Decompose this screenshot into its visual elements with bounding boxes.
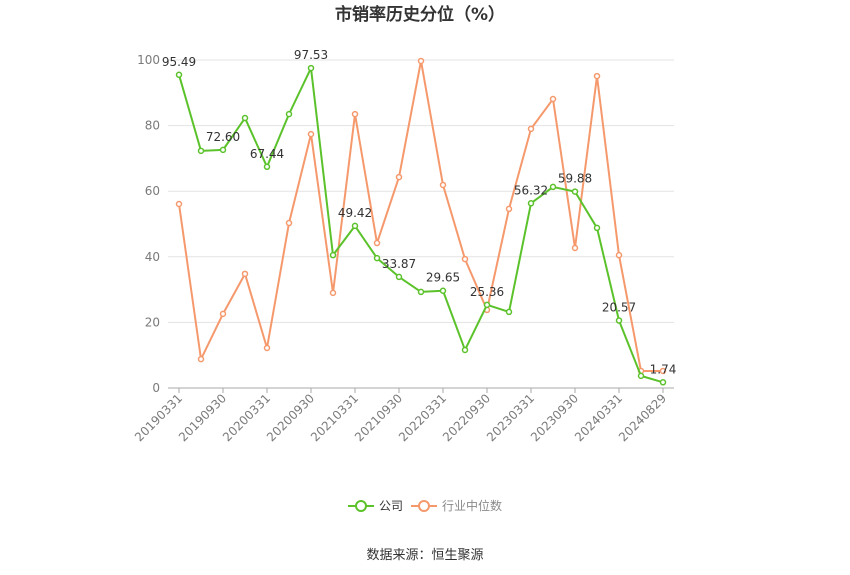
series-layer bbox=[175, 57, 667, 386]
data-point[interactable] bbox=[659, 367, 667, 375]
y-tick-label: 100 bbox=[137, 53, 160, 67]
grid-lines bbox=[168, 59, 674, 323]
data-point[interactable] bbox=[659, 379, 667, 386]
y-tick-label: 0 bbox=[152, 381, 160, 395]
data-point[interactable] bbox=[637, 372, 645, 380]
data-label: 29.65 bbox=[426, 271, 460, 285]
data-label: 67.44 bbox=[250, 147, 284, 161]
x-tick-label: 20240829 bbox=[616, 391, 669, 444]
data-point[interactable] bbox=[263, 344, 271, 352]
data-point[interactable] bbox=[175, 71, 183, 79]
data-label: 33.87 bbox=[382, 257, 416, 271]
data-point[interactable] bbox=[461, 255, 469, 263]
x-axis: 2019033120190930202003312020093020210331… bbox=[132, 387, 674, 444]
data-label: 59.88 bbox=[558, 172, 592, 186]
data-point[interactable] bbox=[351, 222, 359, 230]
data-point[interactable] bbox=[373, 239, 381, 247]
data-point[interactable] bbox=[241, 114, 249, 122]
data-point[interactable] bbox=[439, 287, 447, 294]
data-point[interactable] bbox=[615, 251, 623, 259]
data-point[interactable] bbox=[329, 251, 337, 259]
legend-industry-median-label: 行业中位数 bbox=[442, 498, 502, 513]
data-point[interactable] bbox=[417, 288, 425, 296]
data-label: 25.36 bbox=[470, 285, 504, 299]
data-label: 49.42 bbox=[338, 206, 372, 220]
data-point[interactable] bbox=[329, 289, 337, 297]
y-tick-label: 80 bbox=[145, 119, 160, 133]
data-point[interactable] bbox=[505, 205, 513, 213]
data-point[interactable] bbox=[571, 244, 579, 252]
legend-company-marker-icon bbox=[355, 500, 367, 512]
legend-item-company[interactable]: 公司 bbox=[348, 499, 403, 513]
data-point[interactable] bbox=[175, 200, 183, 208]
data-label: 20.57 bbox=[602, 301, 636, 315]
data-point[interactable] bbox=[351, 110, 359, 118]
legend: 公司 行业中位数 bbox=[348, 498, 502, 513]
data-point[interactable] bbox=[593, 224, 601, 232]
data-label: 72.60 bbox=[206, 130, 240, 144]
data-label: 56.32 bbox=[514, 183, 548, 197]
data-point[interactable] bbox=[219, 310, 227, 318]
data-point[interactable] bbox=[197, 147, 205, 155]
data-point[interactable] bbox=[417, 57, 425, 65]
y-tick-label: 40 bbox=[145, 250, 160, 264]
series-line bbox=[178, 67, 664, 384]
y-tick-label: 20 bbox=[145, 315, 160, 329]
data-point[interactable] bbox=[549, 95, 557, 103]
data-point[interactable] bbox=[395, 173, 403, 181]
data-point[interactable] bbox=[395, 273, 403, 281]
data-point[interactable] bbox=[307, 130, 315, 138]
y-tick-label: 60 bbox=[145, 184, 160, 198]
data-point[interactable] bbox=[615, 317, 623, 324]
data-point[interactable] bbox=[307, 64, 315, 72]
data-point[interactable] bbox=[197, 355, 205, 363]
data-label: 97.53 bbox=[294, 48, 328, 62]
data-point[interactable] bbox=[571, 188, 579, 195]
legend-company-label: 公司 bbox=[379, 499, 403, 513]
data-point[interactable] bbox=[593, 72, 601, 80]
data-point[interactable] bbox=[263, 163, 271, 171]
data-point[interactable] bbox=[439, 181, 447, 189]
y-axis: 0 20 40 60 80 100 bbox=[137, 53, 160, 395]
data-point[interactable] bbox=[483, 301, 491, 309]
series-company bbox=[175, 64, 667, 386]
data-point[interactable] bbox=[285, 110, 293, 118]
data-point[interactable] bbox=[461, 346, 469, 354]
data-label: 1.74 bbox=[650, 362, 677, 376]
data-label: 95.49 bbox=[162, 55, 196, 69]
data-labels: 95.49 72.60 67.44 97.53 49.42 33.87 29.65 25.36… bbox=[162, 48, 677, 376]
data-source-note: 数据来源：恒生聚源 bbox=[366, 548, 483, 563]
data-point[interactable] bbox=[527, 200, 535, 207]
data-point[interactable] bbox=[219, 146, 227, 154]
data-point[interactable] bbox=[285, 219, 293, 227]
series-industry-median bbox=[175, 57, 667, 375]
data-point[interactable] bbox=[373, 254, 381, 262]
legend-item-industry-median[interactable]: 行业中位数 bbox=[411, 498, 502, 513]
data-point[interactable] bbox=[549, 183, 557, 191]
data-point[interactable] bbox=[241, 270, 249, 278]
legend-industry-median-marker-icon bbox=[418, 500, 430, 512]
chart-title: 市销率历史分位（%） bbox=[335, 4, 505, 25]
data-point[interactable] bbox=[505, 308, 513, 316]
data-point[interactable] bbox=[527, 125, 535, 133]
